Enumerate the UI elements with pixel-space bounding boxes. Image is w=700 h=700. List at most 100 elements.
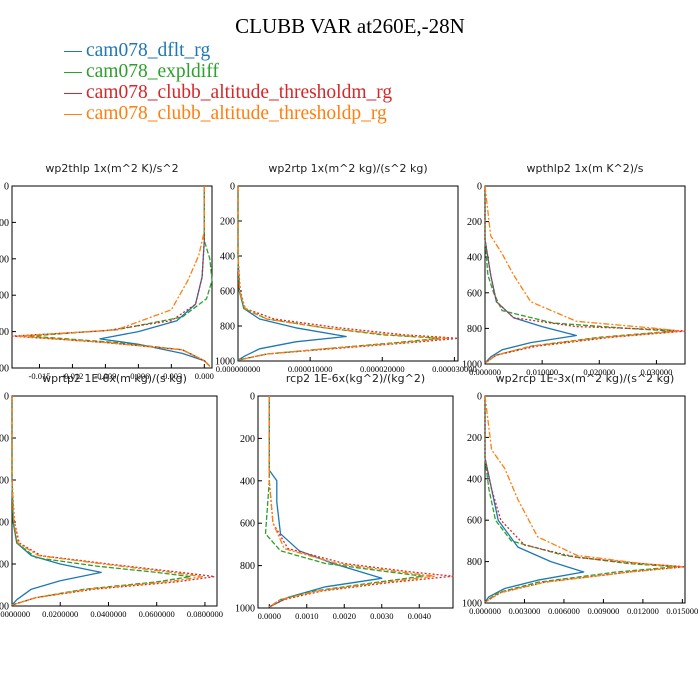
panel-title: wp2rcp 1E-3x(m^2 kg)/(s^2 kg) <box>496 372 675 385</box>
series-line-cam078-clubb-altitude-thresholdp-rg <box>484 185 680 364</box>
x-tick-label: -0.003 <box>160 371 182 381</box>
series-line-cam078-expldiff <box>237 186 441 361</box>
legend-label: cam078_clubb_altitude_thresholdp_rg <box>86 103 387 124</box>
series-line-cam078-expldiff <box>264 396 424 608</box>
y-tick-label: 800 <box>467 324 482 335</box>
x-tick-label: 0.0040 <box>408 611 431 621</box>
series-line-cam078-clubb-altitude-thresholdm-rg <box>11 186 211 367</box>
x-tick-label: 0.0010 <box>295 611 318 621</box>
y-tick-label: 1000 <box>0 602 9 613</box>
y-tick-label: 600 <box>220 287 235 298</box>
y-tick-label: 800 <box>0 327 9 338</box>
legend-item-thresholdp: cam078_clubb_altitude_thresholdp_rg <box>64 103 392 124</box>
series-line-cam078-expldiff <box>484 396 677 603</box>
x-tick-label: 0.030000 <box>640 367 672 377</box>
legend-label: cam078_expldiff <box>86 61 219 82</box>
plot-frame <box>257 395 454 609</box>
series-line-cam078-expldiff <box>11 396 192 606</box>
series-line-cam078-clubb-altitude-thresholdp-rg <box>16 186 211 367</box>
x-tick-label: 0.0030 <box>370 611 393 621</box>
y-tick-label: 1000 <box>0 364 9 375</box>
y-tick-label: 200 <box>240 434 255 445</box>
x-tick-label: 0.0000 <box>258 611 281 621</box>
x-tick-label: 0.015000 <box>666 606 698 616</box>
x-tick-label: 0.010000 <box>526 367 558 377</box>
legend-item-thresholdm: cam078_clubb_altitude_thresholdm_rg <box>64 82 392 103</box>
y-tick-label: 0 <box>250 392 255 403</box>
x-tick-label: 0.000020000 <box>360 364 405 374</box>
y-tick-label: 400 <box>220 252 235 263</box>
y-tick-label: 600 <box>0 291 9 302</box>
x-tick-label: 0.0200000 <box>42 609 78 619</box>
y-tick-label: 800 <box>0 560 9 571</box>
legend-item-expldiff: cam078_expldiff <box>64 61 392 82</box>
panel-title: rcp2 1E-6x(kg^2)/(kg^2) <box>286 372 425 385</box>
y-tick-label: 1000 <box>462 599 482 610</box>
series-line-cam078-clubb-altitude-thresholdp-rg <box>11 396 204 606</box>
legend-label: cam078_dflt_rg <box>86 40 211 61</box>
series-line-cam078-expldiff <box>484 186 675 364</box>
y-tick-label: 800 <box>240 561 255 572</box>
panel-6: wp2rcp 1E-3x(m^2 kg)/(s^2 kg) 0 200 400 600 8… <box>462 372 698 616</box>
y-tick-label: 400 <box>0 254 9 265</box>
series-line-cam078-clubb-altitude-thresholdp-rg <box>268 396 435 608</box>
legend-label: cam078_clubb_altitude_thresholdm_rg <box>86 82 393 103</box>
x-tick-label: 0.000000000 <box>216 364 261 374</box>
y-tick-label: 200 <box>220 217 235 228</box>
x-tick-label: -0.015 <box>28 371 50 381</box>
x-tick-label: 0.003000 <box>509 606 541 616</box>
legend-swatch <box>64 72 82 74</box>
plot-frame <box>484 395 686 604</box>
panel-title: wp2rtp 1x(m^2 kg)/(s^2 kg) <box>268 162 427 175</box>
x-tick-label: -0.009 <box>94 371 116 381</box>
panel-1: wp2thlp 1x(m^2 K)/s^2 0 200 400 600 800 1000 -0… <box>0 162 214 381</box>
x-tick-label: 0.000000 <box>469 367 501 377</box>
series-line-cam078-dflt-rg <box>11 396 102 606</box>
legend: cam078_dflt_rg cam078_expldiff cam078_cl… <box>64 40 392 124</box>
x-tick-label: -0.012 <box>61 371 83 381</box>
y-tick-label: 0 <box>477 392 482 403</box>
series-line-cam078-clubb-altitude-thresholdp-rg <box>237 186 448 361</box>
x-tick-label: 0.000000 <box>469 606 501 616</box>
x-tick-label: 0.012000 <box>627 606 659 616</box>
x-tick-label: 0.0600000 <box>139 609 175 619</box>
x-tick-label: 0.000 <box>195 371 214 381</box>
x-tick-label: 0.0400000 <box>90 609 126 619</box>
y-tick-label: 400 <box>467 474 482 485</box>
x-tick-label: 0.000030000 <box>432 364 477 374</box>
series-line-cam078-dflt-rg <box>484 186 578 364</box>
y-tick-label: 600 <box>240 519 255 530</box>
legend-swatch <box>64 93 82 95</box>
x-tick-label: 0.0020 <box>333 611 356 621</box>
series-line-cam078-dflt-rg <box>484 396 585 603</box>
x-tick-label: 0.0800000 <box>187 609 223 619</box>
x-tick-label: 0.020000 <box>583 367 615 377</box>
y-tick-label: 0 <box>4 392 9 403</box>
x-tick-label: 0.006000 <box>548 606 580 616</box>
panel-title: wpthlp2 1x(m K^2)/s <box>527 162 644 175</box>
panel-4: wprtp2 1E-6x(m kg)/(s kg) 0 200 400 600 800 10… <box>0 372 223 619</box>
series-line-cam078-dflt-rg <box>268 396 383 608</box>
x-tick-label: 0.009000 <box>587 606 619 616</box>
y-tick-label: 0 <box>4 182 9 193</box>
y-tick-label: 1000 <box>215 357 235 368</box>
legend-swatch <box>64 51 82 53</box>
figure-title: CLUBB VAR at260E,-28N <box>235 14 465 38</box>
series-line-cam078-clubb-altitude-thresholdm-rg <box>484 186 686 364</box>
y-tick-label: 800 <box>467 557 482 568</box>
series-line-cam078-clubb-altitude-thresholdp-rg <box>484 395 684 603</box>
legend-item-dflt: cam078_dflt_rg <box>64 40 392 61</box>
y-tick-label: 0 <box>230 182 235 193</box>
panel-2: wp2rtp 1x(m^2 kg)/(s^2 kg) 0 200 400 600 800 1… <box>215 162 477 374</box>
y-tick-label: 400 <box>240 476 255 487</box>
y-tick-label: 800 <box>220 322 235 333</box>
series-line-cam078-dflt-rg <box>237 186 347 361</box>
y-tick-label: 600 <box>0 518 9 529</box>
x-tick-label: 0.0000000 <box>0 609 30 619</box>
panel-title: wprtp2 1E-6x(m kg)/(s kg) <box>42 372 187 385</box>
x-tick-label: 0.000010000 <box>288 364 333 374</box>
y-tick-label: 600 <box>467 516 482 527</box>
y-tick-label: 1000 <box>462 360 482 371</box>
panel-3: wpthlp2 1x(m K^2)/s 0 200 400 600 800 10000.00… <box>462 162 686 377</box>
